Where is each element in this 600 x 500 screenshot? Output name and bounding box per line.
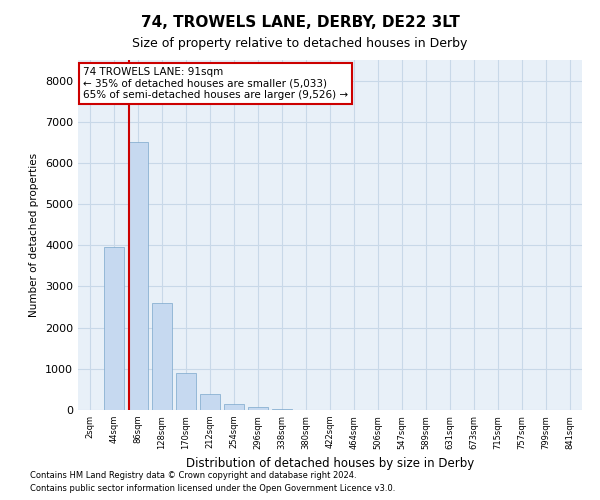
Bar (200, 394, 220, 410)
Bar (152, 303, 172, 410)
X-axis label: Distribution of detached houses by size in Derby: Distribution of detached houses by size … (186, 457, 474, 470)
Bar (224, 404, 244, 410)
Bar (104, 248, 124, 410)
Bar (248, 406, 268, 410)
Bar (272, 409, 292, 410)
Text: Contains public sector information licensed under the Open Government Licence v3: Contains public sector information licen… (30, 484, 395, 493)
Y-axis label: Number of detached properties: Number of detached properties (29, 153, 40, 317)
Text: 74, TROWELS LANE, DERBY, DE22 3LT: 74, TROWELS LANE, DERBY, DE22 3LT (140, 15, 460, 30)
Bar (176, 373, 196, 410)
Text: Size of property relative to detached houses in Derby: Size of property relative to detached ho… (133, 38, 467, 51)
Bar (128, 142, 148, 410)
Text: 74 TROWELS LANE: 91sqm
← 35% of detached houses are smaller (5,033)
65% of semi-: 74 TROWELS LANE: 91sqm ← 35% of detached… (83, 67, 348, 100)
Text: Contains HM Land Registry data © Crown copyright and database right 2024.: Contains HM Land Registry data © Crown c… (30, 470, 356, 480)
